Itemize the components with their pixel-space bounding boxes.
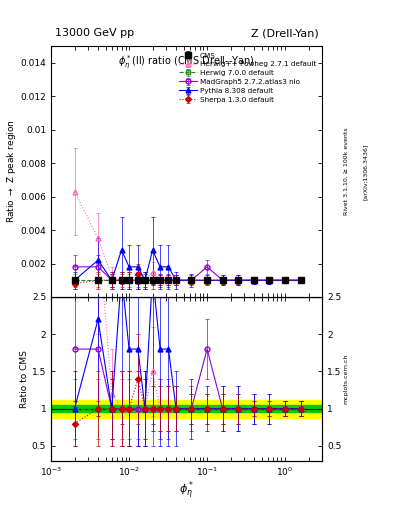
X-axis label: $\phi^*_{\eta}$: $\phi^*_{\eta}$ <box>179 479 194 502</box>
Text: 13000 GeV pp: 13000 GeV pp <box>55 28 134 38</box>
Text: Rivet 3.1.10, ≥ 100k events: Rivet 3.1.10, ≥ 100k events <box>343 127 348 216</box>
Text: [arXiv:1306.3436]: [arXiv:1306.3436] <box>363 143 368 200</box>
Legend: CMS, Herwig++ Powheg 2.7.1 default, Herwig 7.0.0 default, MadGraph5 2.7.2.atlas3: CMS, Herwig++ Powheg 2.7.1 default, Herw… <box>177 50 319 105</box>
Text: $\phi^*_{\eta}$(ll) ratio (CMS Drell--Yan): $\phi^*_{\eta}$(ll) ratio (CMS Drell--Ya… <box>118 54 255 71</box>
Text: Z (Drell-Yan): Z (Drell-Yan) <box>251 28 318 38</box>
Text: mcplots.cern.ch: mcplots.cern.ch <box>343 354 348 404</box>
Y-axis label: Ratio to CMS: Ratio to CMS <box>20 350 29 408</box>
Y-axis label: Ratio $\to$ Z peak region: Ratio $\to$ Z peak region <box>5 120 18 223</box>
